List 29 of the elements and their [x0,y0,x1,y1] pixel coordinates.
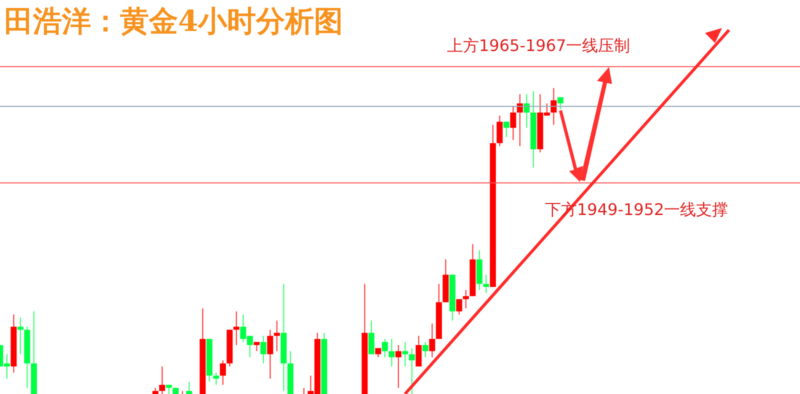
text: 上方1965-1967一线压制 [447,36,630,57]
candlestick [388,338,395,368]
candlestick [274,320,280,352]
chart-title: 田浩洋：黄金4小时分析图 [4,3,344,40]
candlestick [186,381,192,394]
candlestick [416,335,422,368]
candlestick [375,348,382,358]
candlestick [422,341,428,358]
candlestick [557,96,564,110]
candlestick [159,366,166,394]
candlestick [267,329,274,380]
candlestick [233,310,240,346]
candlestick [213,372,220,386]
candlestick [17,316,24,355]
candlestick [368,320,374,355]
candlestick [429,323,436,358]
candlestick [456,298,462,316]
candlestick [503,121,510,138]
candlestick [260,335,266,364]
candlestick [395,344,402,388]
candlestick [483,274,490,294]
candlestick [550,87,557,126]
candlestick [510,106,516,141]
candlestick [382,338,388,358]
candlestick [408,348,415,394]
candlestick [402,341,408,368]
candlestick [462,289,469,309]
candlestick [496,115,503,147]
candlestick [220,360,226,386]
